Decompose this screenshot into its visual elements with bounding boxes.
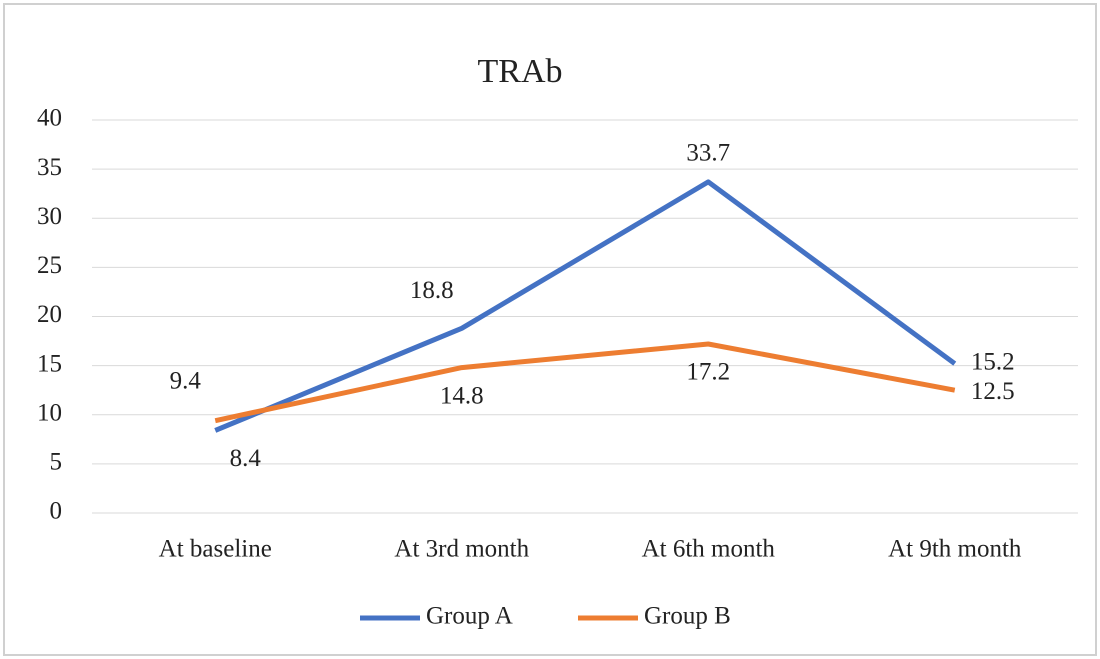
data-label: 18.8 — [410, 277, 454, 304]
y-tick-label: 40 — [37, 105, 62, 132]
data-label: 12.5 — [971, 378, 1015, 405]
y-tick-label: 25 — [37, 252, 62, 279]
y-tick-label: 15 — [37, 350, 62, 377]
y-tick-label: 10 — [37, 399, 62, 426]
data-label: 17.2 — [686, 359, 730, 386]
data-label: 8.4 — [230, 445, 262, 472]
series-line — [214, 179, 957, 433]
x-tick-label: At 9th month — [888, 536, 1022, 563]
chart-frame — [3, 3, 1097, 656]
x-tick-label: At baseline — [159, 536, 272, 563]
y-tick-label: 35 — [37, 154, 62, 181]
y-tick-label: 5 — [50, 449, 63, 476]
data-label: 33.7 — [686, 140, 730, 167]
y-tick-label: 0 — [50, 498, 63, 525]
legend-label: Group A — [426, 603, 513, 630]
data-label: 15.2 — [971, 348, 1015, 375]
x-tick-label: At 3rd month — [394, 536, 529, 563]
x-tick-label: At 6th month — [642, 536, 776, 563]
legend-label: Group B — [644, 603, 731, 630]
y-tick-label: 30 — [37, 203, 62, 230]
data-label: 9.4 — [170, 367, 202, 394]
y-tick-label: 20 — [37, 301, 62, 328]
chart-title: TRAb — [478, 53, 563, 90]
series-line — [214, 341, 956, 424]
data-label: 14.8 — [440, 382, 484, 409]
